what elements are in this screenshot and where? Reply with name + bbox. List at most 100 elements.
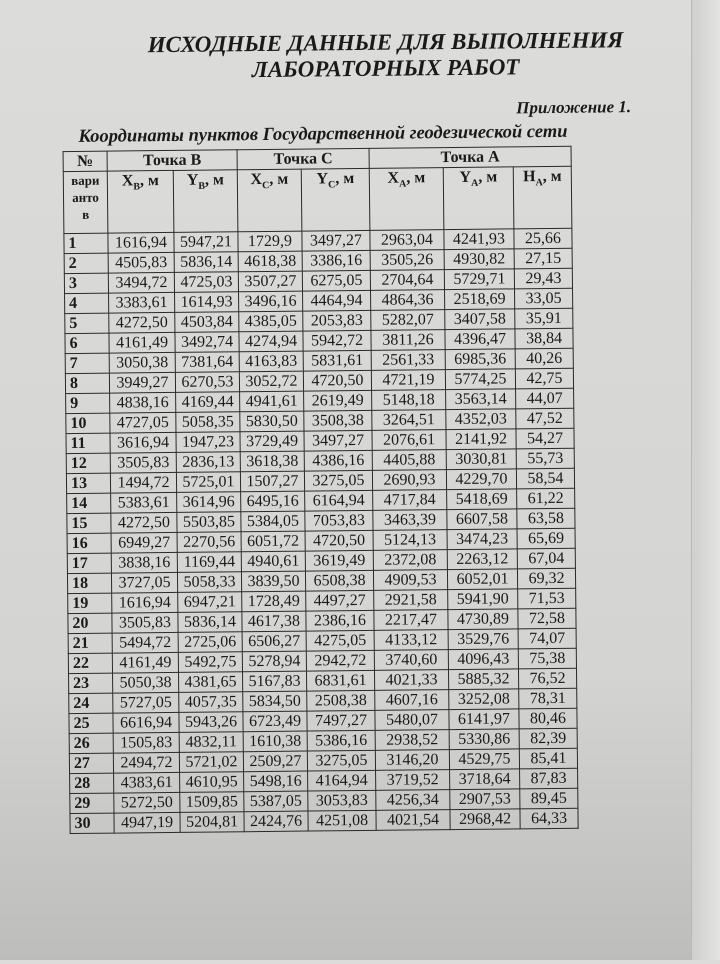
coordinate-cell: 4497,27 [305,590,374,612]
coordinate-cell: 5387,05 [243,791,308,812]
coordinate-cell: 4161,49 [112,652,179,674]
coordinate-cell: 87,83 [519,768,578,789]
variant-number: 22 [68,653,113,674]
coordinate-cell: 4352,03 [445,408,516,430]
coordinate-cell: 1616,94 [107,232,175,254]
coordinate-cell: 4940,61 [241,551,306,572]
coordinate-cell: 5830,50 [239,411,304,432]
coordinate-cell: 4272,50 [108,312,175,334]
coordinate-cell: 6275,05 [302,270,371,292]
variant-number: 15 [66,513,112,534]
coordinate-cell: 4617,38 [241,611,307,632]
coordinate-cell: 3507,27 [238,271,303,292]
coordinate-cell: 2217,47 [373,609,449,631]
coordinate-cell: 1614,93 [174,291,239,313]
table-title: Координаты пунктов Государственной геоде… [78,121,568,147]
coordinate-cell: 6949,27 [111,532,178,554]
coordinate-cell: 5498,16 [243,771,308,792]
coordinate-cell: 5774,25 [445,368,516,390]
variant-number: 7 [65,353,110,374]
header-point-a: Точка A [369,146,572,169]
coordinate-cell: 72,58 [517,608,577,629]
coordinate-cell: 65,69 [517,528,576,549]
coordinate-cell: 3407,58 [444,308,515,330]
coordinate-cell: 47,52 [515,408,574,429]
coordinate-cell: 3505,83 [111,612,179,634]
coordinate-cell: 5834,50 [242,691,307,712]
coordinate-cell: 2836,13 [176,451,241,473]
coordinate-cell: 3052,72 [239,371,304,392]
header-row-columns: вари анто в XB, м YB, м XC, м YC, м XA, м YA,… [63,166,572,234]
coordinate-cell: 2076,61 [371,429,447,451]
variant-number: 24 [68,693,113,714]
column-symbol: X [250,171,263,189]
column-symbol: H [522,168,536,186]
header-column: XA, м [369,167,444,231]
coordinate-cell: 4396,47 [444,328,516,350]
coordinate-cell: 3505,26 [370,249,445,271]
coordinate-cell: 4251,08 [307,810,377,832]
coordinate-cell: 2704,64 [370,269,445,291]
coordinate-cell: 4385,05 [238,311,303,332]
variant-number: 27 [69,753,114,774]
coordinate-cell: 4274,94 [238,331,304,352]
coordinate-cell: 6270,53 [175,371,240,393]
header-column: YC, м [301,168,370,232]
coordinate-cell: 3497,27 [303,430,373,452]
variant-number: 25 [68,713,114,734]
document-title: ИСХОДНЫЕ ДАННЫЕ ДЛЯ ВЫПОЛНЕНИЯ ЛАБОРАТОР… [115,27,656,85]
coordinate-cell: 3275,05 [304,470,373,492]
coordinate-cell: 4383,61 [113,772,180,794]
header-column: XB, м [107,170,174,234]
coordinate-cell: 6607,58 [446,508,518,530]
coordinate-cell: 2424,76 [243,811,309,832]
coordinate-cell: 2725,06 [178,631,243,653]
coordinate-cell: 2053,83 [302,310,371,332]
coordinate-cell: 3494,72 [108,272,175,294]
coordinate-cell: 6985,36 [445,348,516,370]
coordinate-cell: 6051,72 [241,531,306,552]
coordinate-cell: 4730,89 [447,608,519,630]
coordinate-cell: 3614,96 [176,491,241,513]
coordinate-cell: 5386,16 [307,730,376,752]
variant-number: 13 [66,473,111,494]
variant-number: 3 [64,273,109,294]
column-unit: , м [204,171,225,189]
coordinate-cell: 5492,75 [178,651,243,673]
coordinate-cell: 4947,19 [113,812,181,834]
coordinate-cell: 1616,94 [111,592,178,614]
column-symbol: Y [459,168,472,186]
coordinate-cell: 3616,94 [109,432,177,454]
coordinate-cell: 5721,02 [179,751,244,773]
header-no: № [63,151,108,172]
coordinate-cell: 4096,43 [448,648,519,670]
coordinate-cell: 42,75 [515,368,574,389]
table-body: 1 1616,94 5947,21 1729,9 3497,27 2963,04 4241,… [63,228,579,834]
coordinate-cell: 4021,33 [374,669,449,691]
coordinate-cell: 4607,16 [374,689,449,711]
coordinate-cell: 3718,64 [449,768,520,790]
coordinate-cell: 2372,08 [373,549,448,571]
coordinate-cell: 25,66 [513,228,573,249]
coordinate-cell: 4272,50 [110,512,178,534]
coordinate-cell: 3252,08 [448,688,519,710]
coordinate-cell: 3740,60 [374,649,449,671]
coordinate-cell: 1947,23 [175,431,241,453]
coordinate-cell: 4381,65 [178,671,243,693]
coordinate-cell: 2509,27 [243,751,308,772]
coordinate-cell: 3463,39 [372,509,448,531]
coordinate-cell: 4909,53 [373,569,448,591]
coordinate-cell: 3275,05 [307,750,376,772]
coordinate-cell: 6164,94 [304,490,373,512]
coordinate-cell: 4057,35 [178,691,243,713]
appendix-label: Приложение 1. [516,97,632,118]
coordinate-cell: 2619,49 [303,390,372,412]
variant-number: 2 [64,253,109,274]
coordinate-cell: 2141,92 [445,428,517,450]
coordinate-cell: 3474,23 [447,528,518,550]
coordinate-cell: 5204,81 [179,811,245,833]
coordinate-cell: 1610,38 [243,731,308,752]
coordinate-cell: 2494,72 [113,752,180,774]
variant-number: 8 [65,373,110,394]
